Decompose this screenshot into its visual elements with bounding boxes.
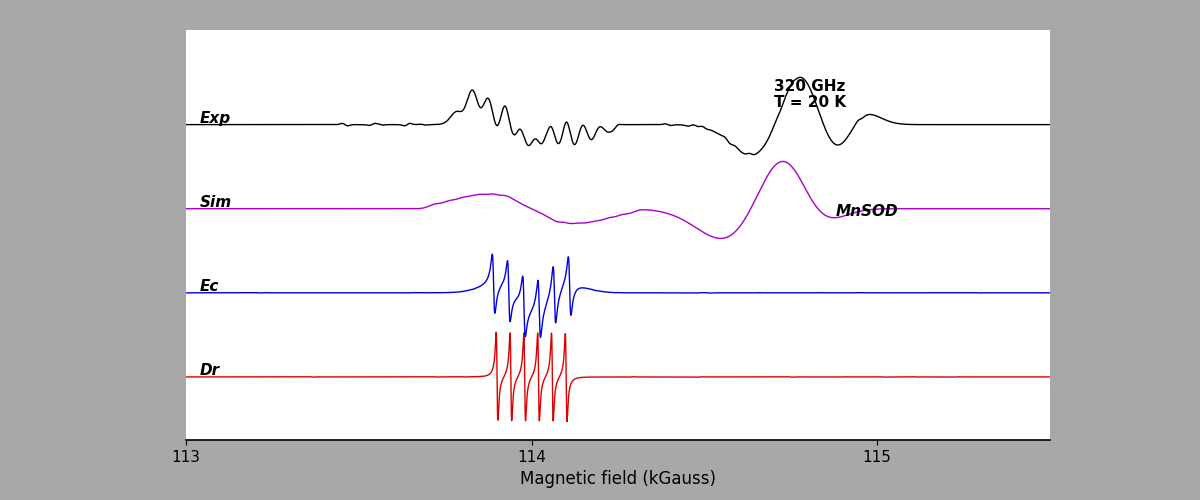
X-axis label: Magnetic field (kGauss): Magnetic field (kGauss) xyxy=(520,470,716,488)
Text: Dr: Dr xyxy=(200,363,220,378)
Text: Sim: Sim xyxy=(200,195,232,210)
Text: MnSOD: MnSOD xyxy=(835,204,899,219)
Text: Exp: Exp xyxy=(200,111,230,126)
Text: Ec: Ec xyxy=(200,279,220,294)
Text: T = 20 K: T = 20 K xyxy=(774,95,846,110)
Text: 320 GHz: 320 GHz xyxy=(774,80,845,94)
